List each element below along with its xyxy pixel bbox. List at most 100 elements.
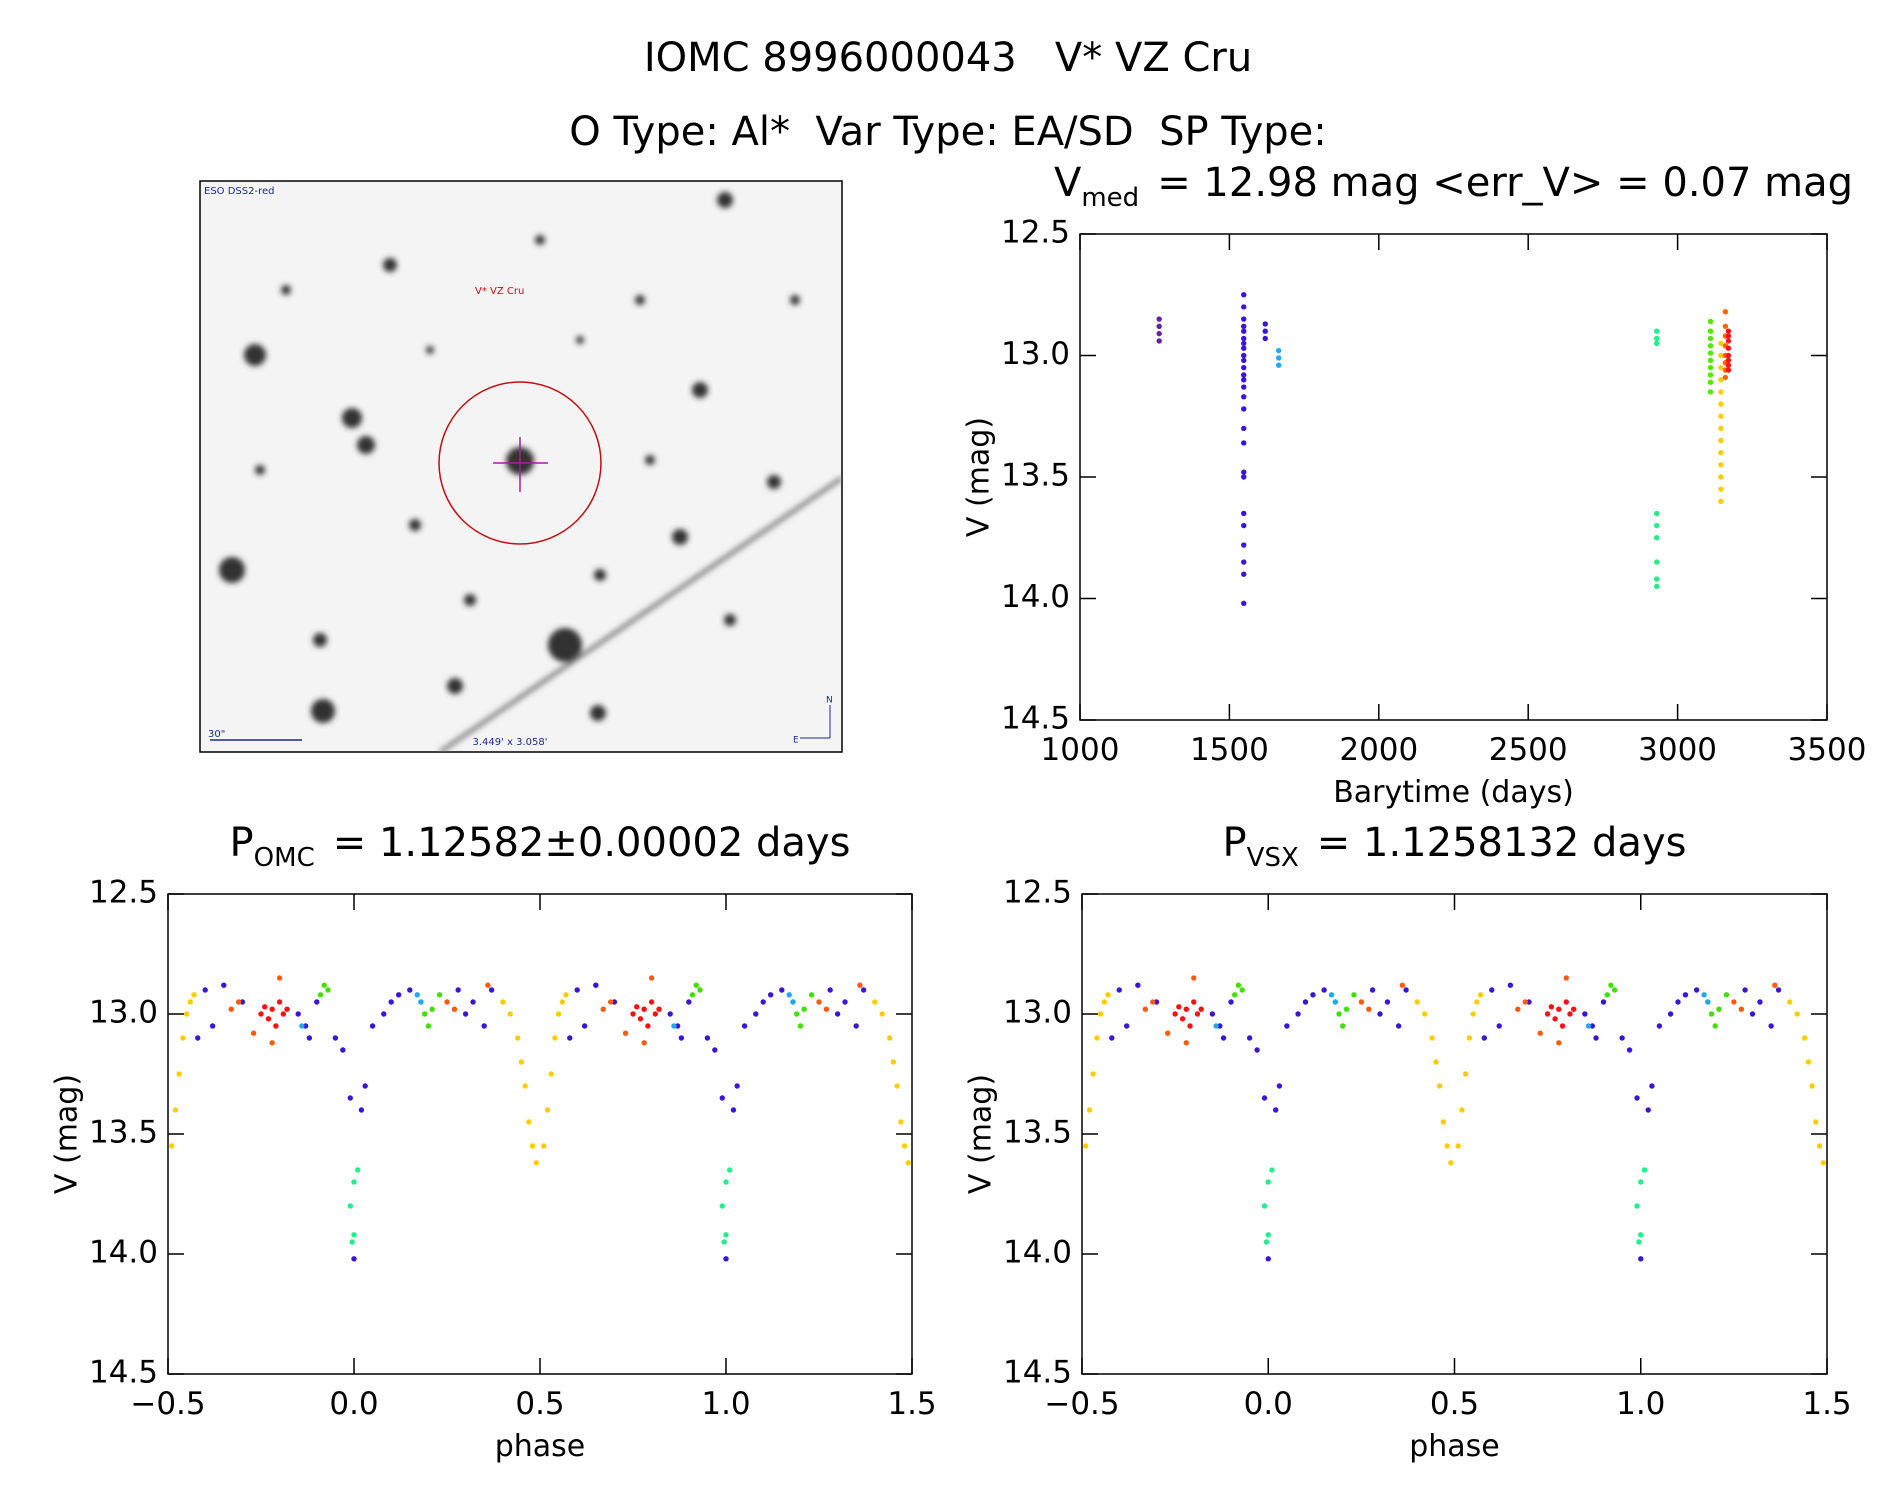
- data-point: [637, 1016, 644, 1022]
- data-point: [1556, 1006, 1562, 1012]
- data-point: [905, 1160, 911, 1166]
- data-point: [429, 1006, 435, 1012]
- data-point: [362, 1083, 368, 1089]
- data-point: [1241, 559, 1247, 565]
- data-point: [1775, 987, 1782, 993]
- x-tick-label: 2500: [1489, 732, 1568, 768]
- data-point: [1563, 999, 1569, 1005]
- data-point: [1757, 999, 1763, 1005]
- data-point: [1515, 1006, 1521, 1012]
- data-point: [719, 1203, 725, 1209]
- data-point: [1718, 401, 1724, 407]
- data-point: [295, 1011, 301, 1017]
- data-point: [1707, 379, 1714, 385]
- data-point: [347, 1095, 353, 1101]
- data-point: [886, 1035, 893, 1041]
- x-tick-label: 0.0: [329, 1386, 378, 1422]
- data-point: [262, 1004, 268, 1010]
- data-point: [879, 1011, 885, 1017]
- data-point: [790, 999, 796, 1005]
- data-point: [455, 987, 461, 993]
- data-point: [674, 1023, 681, 1029]
- plot-frame: [1081, 893, 1828, 1375]
- data-point: [1725, 362, 1732, 368]
- x-tick-label: 2000: [1339, 732, 1418, 768]
- data-point: [1241, 384, 1247, 390]
- data-point: [1718, 425, 1724, 432]
- data-point: [1228, 999, 1234, 1005]
- data-point: [187, 999, 194, 1005]
- data-point: [1328, 992, 1335, 998]
- data-point: [1489, 987, 1495, 993]
- data-point: [1477, 992, 1484, 998]
- y-tick-label: 13.0: [1001, 336, 1070, 372]
- data-point: [269, 1040, 275, 1046]
- x-tick-label: 1.5: [1802, 1386, 1851, 1422]
- x-tick-label: 1000: [1041, 732, 1120, 768]
- sky-image: ESO DSS2-red V* VZ Cru 30" 3.449' x 3.05…: [199, 180, 843, 753]
- data-point: [358, 1107, 365, 1113]
- data-point: [1241, 352, 1247, 359]
- data-point: [1116, 987, 1122, 993]
- data-point: [1653, 522, 1660, 529]
- data-point: [1241, 316, 1247, 322]
- x-tick-label: 1.0: [1616, 1386, 1665, 1422]
- data-point: [1422, 1011, 1428, 1017]
- data-point: [797, 1023, 804, 1029]
- data-point: [1723, 992, 1730, 998]
- data-point: [1241, 600, 1247, 607]
- scale-label: 30": [208, 729, 225, 740]
- data-point: [842, 999, 848, 1005]
- data-point: [351, 1256, 357, 1262]
- data-point: [302, 1023, 309, 1029]
- data-point: [1433, 1059, 1439, 1065]
- y-axis-label: V (mag): [964, 1074, 999, 1194]
- data-point: [1522, 999, 1528, 1005]
- data-points: [1156, 292, 1732, 607]
- data-point: [898, 1119, 904, 1125]
- data-point: [1772, 982, 1778, 988]
- data-point: [734, 1083, 740, 1089]
- data-point: [1198, 1006, 1204, 1012]
- data-point: [1667, 1011, 1674, 1017]
- data-point: [1462, 1071, 1469, 1077]
- data-point: [1241, 364, 1247, 371]
- data-point: [485, 982, 491, 988]
- data-point: [1241, 510, 1247, 517]
- target-label: V* VZ Cru: [475, 286, 524, 297]
- data-point: [753, 1011, 759, 1017]
- x-tick-label: 0.0: [1244, 1386, 1293, 1422]
- data-point: [1351, 992, 1357, 998]
- data-point: [656, 1006, 662, 1012]
- data-point: [1563, 975, 1569, 981]
- data-point: [1749, 1011, 1756, 1017]
- data-point: [1722, 323, 1729, 330]
- data-point: [1636, 1239, 1642, 1245]
- data-point: [1649, 1083, 1655, 1089]
- data-point: [1653, 510, 1660, 517]
- data-point: [648, 975, 655, 981]
- data-point: [1556, 1040, 1562, 1046]
- data-point: [1718, 486, 1724, 492]
- data-point: [1179, 1016, 1186, 1022]
- data-point: [1653, 328, 1660, 334]
- data-point: [258, 1011, 264, 1017]
- data-point: [1241, 469, 1247, 475]
- data-point: [250, 1030, 257, 1036]
- data-point: [611, 999, 618, 1005]
- data-point: [317, 992, 324, 998]
- data-point: [1261, 1203, 1268, 1209]
- x-tick-label: 1500: [1190, 732, 1269, 768]
- data-point: [1094, 1035, 1100, 1041]
- title-subscript: VSX: [1247, 843, 1299, 873]
- data-point: [1403, 987, 1409, 993]
- data-point: [1366, 1006, 1372, 1012]
- y-tick-label: 13.5: [1003, 1115, 1072, 1151]
- data-point: [1805, 1059, 1812, 1065]
- x-tick-label: −0.5: [1044, 1386, 1119, 1422]
- data-point: [901, 1143, 908, 1149]
- data-point: [235, 999, 242, 1005]
- data-point: [1718, 413, 1724, 419]
- data-point: [1816, 1143, 1823, 1149]
- data-point: [723, 1179, 729, 1185]
